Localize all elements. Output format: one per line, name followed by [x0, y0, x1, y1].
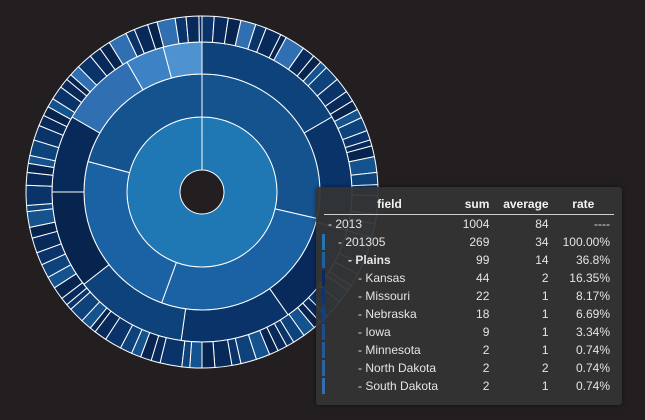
row-rate: 36.8%: [575, 253, 610, 267]
row-field: - 2013: [324, 215, 455, 234]
row-rate: 0.74%: [575, 343, 610, 357]
column-header-sum: sum: [454, 196, 494, 215]
row-field: - Minnesota: [322, 341, 455, 359]
row-label: - Missouri: [358, 289, 411, 303]
row-field: - Missouri: [322, 287, 455, 305]
row-average: 1: [541, 343, 549, 357]
sunburst-segment-ring4[interactable]: [350, 171, 379, 187]
row-average: 1: [541, 307, 549, 321]
row-average: 1: [541, 289, 549, 303]
column-header-rate: rate: [552, 196, 614, 215]
table-header-row: field sum average rate: [324, 196, 614, 215]
row-label: - 2013: [328, 217, 363, 231]
row-rate: 3.34%: [575, 325, 610, 339]
row-sum: 2: [482, 361, 490, 375]
row-rate: 0.74%: [575, 361, 610, 375]
row-average: 84: [535, 217, 549, 231]
column-header-average: average: [493, 196, 553, 215]
sunburst-segment-ring4[interactable]: [198, 15, 203, 43]
row-field: - Iowa: [322, 323, 455, 341]
table-row[interactable]: - Kansas 44 2 16.35%: [322, 269, 614, 287]
table-row[interactable]: - Minnesota 2 1 0.74%: [322, 341, 614, 359]
row-rate: ----: [594, 217, 610, 231]
row-average: 2: [541, 361, 549, 375]
row-sum: 99: [476, 253, 490, 267]
row-field: - Kansas: [322, 269, 455, 287]
row-field: - South Dakota: [322, 377, 455, 395]
row-color-indicator: [322, 270, 325, 286]
row-sum: 2: [482, 379, 490, 393]
row-rate: 100.00%: [562, 235, 610, 249]
row-color-indicator: [322, 234, 325, 250]
row-field: - Plains: [322, 251, 455, 269]
row-field: - Nebraska: [322, 305, 455, 323]
table-row[interactable]: - North Dakota 2 2 0.74%: [322, 359, 614, 377]
row-rate: 16.35%: [569, 271, 610, 285]
table-row[interactable]: - Missouri 22 1 8.17%: [322, 287, 614, 305]
row-sum: 18: [476, 307, 490, 321]
row-label: - South Dakota: [358, 379, 439, 393]
row-sum: 9: [482, 325, 490, 339]
detail-table: field sum average rate - 2013 1004 84 ---- -…: [322, 196, 614, 395]
table-row[interactable]: - 201305 269 34 100.00%: [322, 233, 614, 251]
row-sum: 269: [469, 235, 490, 249]
row-label: - Nebraska: [358, 307, 417, 321]
sunburst-segment-ring4[interactable]: [201, 341, 216, 369]
row-label: - 201305: [338, 235, 386, 249]
table-row[interactable]: - Plains 99 14 36.8%: [322, 251, 614, 269]
row-field: - North Dakota: [322, 359, 455, 377]
row-sum: 1004: [462, 217, 490, 231]
row-color-indicator: [322, 252, 325, 268]
row-rate: 8.17%: [575, 289, 610, 303]
row-average: 2: [541, 271, 549, 285]
row-sum: 22: [476, 289, 490, 303]
row-label: - Plains: [348, 253, 391, 267]
row-sum: 2: [482, 343, 490, 357]
row-label: - Minnesota: [358, 343, 421, 357]
row-color-indicator: [322, 306, 325, 322]
sunburst-segment-ring4[interactable]: [185, 15, 200, 44]
row-label: - Kansas: [358, 271, 406, 285]
table-row[interactable]: - South Dakota 2 1 0.74%: [322, 377, 614, 395]
row-color-indicator: [322, 360, 325, 376]
row-average: 1: [541, 325, 549, 339]
row-rate: 6.69%: [575, 307, 610, 321]
row-color-indicator: [322, 288, 325, 304]
row-average: 14: [535, 253, 549, 267]
row-label: - Iowa: [358, 325, 391, 339]
column-header-field: field: [324, 196, 455, 215]
row-label: - North Dakota: [358, 361, 437, 375]
sunburst-center-hole: [183, 173, 221, 211]
table-row[interactable]: - Nebraska 18 1 6.69%: [322, 305, 614, 323]
row-color-indicator: [322, 378, 325, 394]
row-color-indicator: [322, 324, 325, 340]
table-row[interactable]: - 2013 1004 84 ----: [324, 215, 614, 234]
detail-tooltip: field sum average rate - 2013 1004 84 ---- -…: [316, 187, 622, 405]
row-average: 1: [541, 379, 549, 393]
sunburst-segment-ring4[interactable]: [25, 184, 53, 207]
row-sum: 44: [476, 271, 490, 285]
row-rate: 0.74%: [575, 379, 610, 393]
row-color-indicator: [322, 342, 325, 358]
row-field: - 201305: [322, 233, 455, 251]
table-row[interactable]: - Iowa 9 1 3.34%: [322, 323, 614, 341]
row-average: 34: [535, 235, 549, 249]
